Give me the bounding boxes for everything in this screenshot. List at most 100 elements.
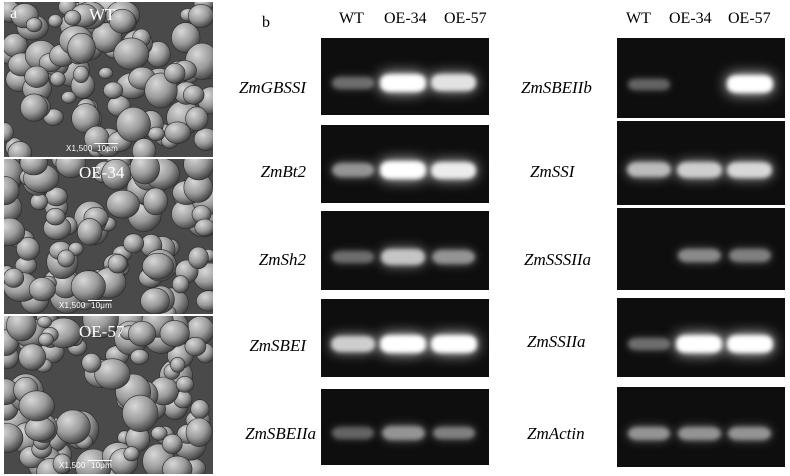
starch-granule bbox=[20, 93, 48, 122]
starch-granule bbox=[4, 176, 20, 206]
gel-image bbox=[617, 298, 785, 377]
starch-granule bbox=[76, 218, 103, 246]
gel-band bbox=[628, 337, 670, 350]
panel-label-b: b bbox=[262, 14, 270, 31]
lane-header-oe34-left: OE-34 bbox=[384, 10, 427, 27]
lane-header-oe57-left: OE-57 bbox=[444, 10, 487, 27]
gel-band bbox=[380, 161, 427, 180]
gel-band bbox=[431, 74, 477, 92]
starch-granule bbox=[164, 121, 191, 144]
gel-band bbox=[330, 336, 376, 353]
lane-header-oe34-right: OE-34 bbox=[669, 10, 712, 27]
starch-granule bbox=[16, 237, 40, 261]
gel-band bbox=[380, 335, 427, 354]
gel-band bbox=[677, 426, 721, 441]
starch-granule bbox=[113, 37, 150, 70]
gel-image bbox=[617, 208, 785, 290]
starch-granule bbox=[196, 290, 213, 312]
gene-label: ZmSSSIIa bbox=[524, 250, 592, 269]
starch-granule bbox=[94, 358, 131, 390]
starch-granule bbox=[172, 275, 190, 294]
starch-granule bbox=[55, 159, 87, 178]
gel-band bbox=[628, 78, 670, 91]
starch-granule bbox=[45, 208, 66, 226]
starch-granule bbox=[150, 426, 168, 441]
starch-granule bbox=[24, 65, 50, 88]
gel-image bbox=[321, 211, 489, 290]
starch-granule bbox=[67, 32, 96, 64]
sem-label: WT bbox=[89, 5, 116, 24]
starch-granule bbox=[52, 453, 72, 474]
starch-granule bbox=[37, 316, 52, 328]
magnification-text: X1,500 bbox=[66, 144, 93, 153]
sem-image-wt: a WT X1,500 10μm bbox=[4, 2, 213, 157]
starch-granule bbox=[183, 85, 205, 105]
sem-label: OE-34 bbox=[79, 163, 125, 182]
gene-label: ZmSBEIIa bbox=[245, 424, 316, 443]
starch-granule bbox=[159, 320, 190, 347]
starch-granule bbox=[64, 9, 82, 26]
starch-granule bbox=[193, 127, 213, 151]
starch-granule bbox=[147, 126, 166, 141]
gel-band bbox=[728, 426, 772, 441]
starch-granule bbox=[98, 67, 114, 79]
starch-granule bbox=[185, 106, 209, 132]
scale-bar bbox=[94, 143, 118, 144]
starch-granule bbox=[19, 159, 48, 176]
sem-image-oe34: OE-34 X1,500 10μm bbox=[4, 159, 213, 314]
gel-band bbox=[331, 163, 375, 178]
starch-granule bbox=[73, 65, 89, 83]
starch-granule bbox=[107, 254, 128, 274]
gel-band bbox=[381, 249, 426, 265]
gel-image bbox=[321, 389, 489, 465]
starch-granule bbox=[38, 332, 54, 347]
gene-label: ZmSh2 bbox=[258, 250, 306, 269]
starch-granule bbox=[132, 138, 157, 157]
sem-label: OE-57 bbox=[79, 322, 125, 341]
starch-granule bbox=[123, 446, 140, 462]
starch-granule bbox=[28, 277, 56, 302]
starch-granule bbox=[185, 417, 213, 447]
starch-granule bbox=[4, 268, 25, 288]
starch-granule bbox=[103, 81, 124, 100]
gene-label: ZmGBSSI bbox=[238, 78, 306, 97]
gel-band bbox=[381, 426, 425, 440]
gel-band bbox=[726, 334, 773, 353]
gel-band bbox=[432, 426, 475, 440]
starch-granule bbox=[164, 63, 186, 84]
starch-granule bbox=[175, 376, 194, 393]
gene-label: ZmActin bbox=[527, 424, 585, 443]
gel-band bbox=[332, 427, 374, 439]
gel-image bbox=[321, 125, 489, 203]
starch-granule bbox=[6, 316, 37, 342]
gel-band bbox=[627, 426, 671, 441]
starch-granule bbox=[129, 159, 160, 185]
gel-band bbox=[678, 248, 721, 263]
lane-header-oe57-right: OE-57 bbox=[728, 10, 771, 27]
starch-granule bbox=[143, 187, 169, 216]
starch-granule bbox=[140, 287, 170, 314]
starch-granule bbox=[25, 17, 43, 33]
starch-granule bbox=[190, 399, 210, 419]
starch-granule bbox=[171, 22, 201, 53]
starch-granule bbox=[183, 159, 213, 181]
gene-label: ZmSBEIIb bbox=[521, 78, 592, 97]
starch-granule bbox=[55, 409, 91, 445]
starch-granule bbox=[61, 91, 77, 104]
starch-granule bbox=[30, 193, 48, 211]
starch-granule bbox=[70, 270, 106, 303]
starch-granule bbox=[184, 336, 207, 357]
gel-image bbox=[617, 121, 785, 205]
scale-bar-label: 10μm bbox=[91, 461, 112, 470]
scale-bar bbox=[88, 300, 112, 301]
gel-image bbox=[617, 387, 785, 467]
gel-band bbox=[432, 250, 476, 264]
starch-granule bbox=[47, 14, 63, 28]
starch-granule bbox=[130, 349, 150, 365]
starch-granule bbox=[7, 141, 32, 157]
starch-granule bbox=[49, 71, 66, 87]
starch-granule bbox=[170, 356, 186, 373]
starch-granule bbox=[106, 189, 140, 219]
lane-header-wt-right: WT bbox=[626, 10, 651, 27]
gene-label: ZmBt2 bbox=[260, 162, 306, 181]
